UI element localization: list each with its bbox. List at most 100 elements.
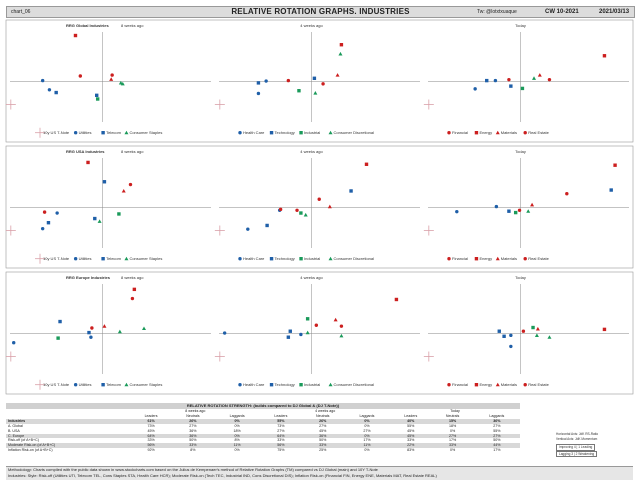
row-value: 44% — [473, 443, 520, 449]
row-value: 36% — [301, 433, 344, 439]
legend-label: Energy — [479, 382, 492, 387]
point-consumer-staples — [526, 209, 531, 213]
point-consumer-staples — [338, 51, 343, 56]
row-value: 73% — [277, 423, 285, 428]
legend-label: 10y US T-Note — [43, 130, 70, 135]
region-frame-global — [5, 19, 634, 143]
legend-label: Real Estate — [528, 130, 549, 135]
legend-marker-technology — [269, 131, 274, 135]
row-value: 33% — [147, 438, 155, 443]
twitter-handle: Tw: @lotxtxuaque — [477, 9, 517, 15]
point-technology — [46, 221, 51, 225]
table-row: Moderate Risk-on (of A+B+C) 56% 33% 11% 56% 3… — [6, 443, 520, 449]
legend-marker-materials — [495, 382, 500, 387]
point-industrial — [117, 212, 121, 216]
row-value: 8% — [190, 448, 196, 453]
point-health-care — [40, 226, 45, 231]
row-value: 0% — [343, 433, 391, 439]
point-health-care — [455, 209, 459, 214]
legend-marker-financial — [447, 257, 451, 261]
h-axis-label: Horizontal Axis: — [556, 432, 578, 436]
point-financial — [78, 74, 83, 78]
row-value: 45% — [390, 433, 432, 439]
point-tnote — [423, 99, 434, 110]
legend-label: Consumer Staples — [129, 382, 162, 387]
point-utilities — [264, 79, 268, 83]
point-consumer-discretional — [120, 81, 125, 86]
header-bar: chart_06 RELATIVE ROTATION GRAPHS. INDUS… — [6, 6, 635, 18]
panel-label: Today — [515, 23, 526, 28]
row-value: 45% — [407, 428, 415, 433]
legend-marker-energy — [474, 257, 479, 261]
legend-label: Materials — [501, 382, 517, 387]
point-materials — [335, 73, 340, 77]
point-utilities — [89, 335, 93, 339]
row-value: 17% — [448, 438, 457, 443]
point-tnote — [5, 351, 16, 362]
point-utilities — [40, 78, 45, 83]
column-header: Leaders — [274, 413, 288, 418]
report-date: 2021/03/13 — [599, 9, 630, 15]
row-value: 75% — [277, 448, 285, 453]
row-value: 11% — [214, 443, 261, 449]
point-energy — [132, 287, 137, 292]
legend-label: Consumer Staples — [129, 256, 162, 261]
point-technology-b — [349, 189, 353, 193]
legend-label: Industrial — [304, 130, 320, 135]
legend-marker-real-estate — [523, 131, 527, 135]
legend-marker-telecom — [101, 383, 105, 387]
point-industrial — [299, 211, 303, 215]
row-value: 33% — [301, 443, 344, 449]
legend-label: Energy — [479, 256, 492, 261]
page-title: RELATIVE ROTATION GRAPHS. INDUSTRIES — [231, 7, 410, 16]
row-value: 15% — [431, 418, 474, 424]
panel-label: 8 weeks ago — [121, 23, 144, 28]
legend-marker-consumer-staples — [124, 382, 129, 387]
legend-marker-health-care — [238, 383, 242, 387]
row-value: 55% — [493, 428, 501, 433]
row-value: 27% — [493, 423, 501, 428]
row-value: 27% — [277, 428, 285, 433]
row-value: 83% — [407, 448, 415, 453]
point-energy — [364, 162, 369, 166]
legend-label: Consumer Discretional — [334, 256, 375, 261]
point-energy — [339, 43, 344, 47]
point-technology — [286, 335, 291, 339]
point-materials — [535, 326, 540, 331]
point-consumer-discretional — [339, 333, 344, 338]
legend-marker-financial — [447, 383, 451, 387]
column-header: Laggards — [489, 413, 505, 418]
row-value: 27% — [319, 423, 327, 428]
legend-label: Utilities — [79, 382, 92, 387]
point-technology — [485, 78, 489, 83]
legend-marker-tnote — [35, 253, 45, 264]
point-health-care — [12, 341, 16, 345]
legend-label: Consumer Discretional — [334, 382, 375, 387]
row-value: 64% — [260, 433, 302, 439]
point-industrial — [56, 336, 60, 340]
rs-table: 8 weeks ago 4 weeks ago Today Leaders Neutra… — [6, 409, 520, 453]
point-telecom — [312, 76, 317, 80]
legend-marker-real-estate — [523, 257, 527, 261]
legend-label: Industrial — [304, 382, 320, 387]
period-header: 4 weeks ago — [315, 409, 336, 413]
row-value: 22% — [390, 443, 432, 449]
row-value: 73% — [147, 423, 155, 428]
row-label: C. Europe — [6, 433, 131, 439]
point-technology — [256, 81, 261, 85]
row-value: 56% — [130, 443, 172, 449]
point-industrial — [513, 210, 518, 215]
point-telecom — [93, 216, 97, 221]
point-real-estate — [321, 82, 325, 86]
point-energy — [613, 163, 617, 167]
legend-marker-utilities — [73, 257, 78, 261]
row-value: 17% — [493, 448, 501, 453]
point-materials — [327, 204, 332, 209]
chart-id: chart_06 — [11, 9, 31, 15]
legend-marker-industrial — [299, 131, 303, 135]
row-value: 25% — [319, 448, 327, 453]
row-value: 18% — [448, 423, 457, 428]
point-tnote — [5, 99, 16, 110]
legend-label: 10y US T-Note — [43, 256, 70, 261]
row-value: 92% — [147, 448, 155, 453]
